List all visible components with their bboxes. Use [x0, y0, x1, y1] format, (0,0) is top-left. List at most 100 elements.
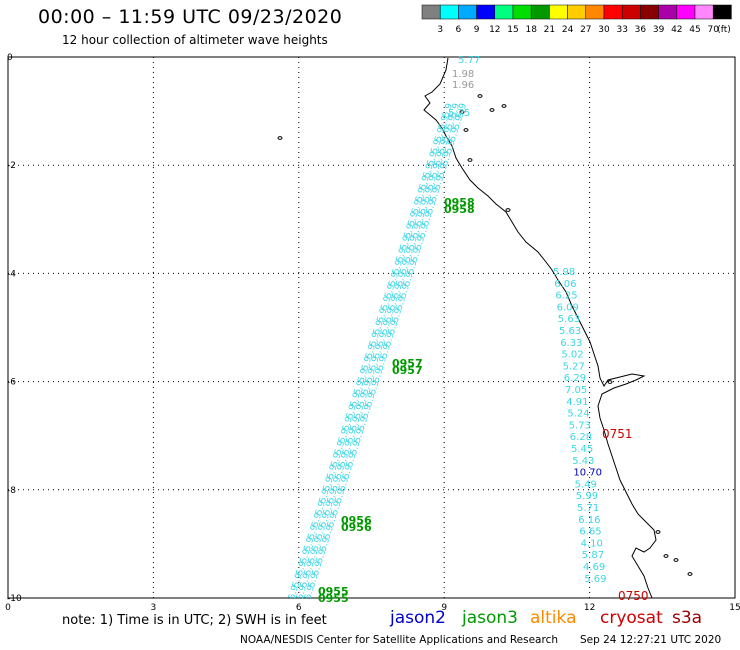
- coastal-track-value: 7.05: [565, 385, 587, 396]
- track-glyph: 5.9: [314, 500, 328, 517]
- footer-org: NOAA/NESDIS Center for Satellite Applica…: [240, 634, 558, 646]
- track-glyph: 5.9: [330, 500, 344, 517]
- color-scale-label: 6: [456, 25, 462, 35]
- x-tick-label: 15: [729, 603, 740, 613]
- track-glyph: 5.9: [440, 150, 454, 167]
- track-glyph: 5.9: [379, 319, 393, 336]
- track-glyph: 5.9: [418, 174, 432, 191]
- track-glyph: 5.9: [299, 548, 313, 565]
- satellite-legend-s3a: s3a: [672, 608, 703, 628]
- coastal-track-value: 5.71: [577, 503, 599, 514]
- track-glyph: 5.9: [345, 451, 359, 468]
- x-tick-label: 6: [296, 603, 302, 613]
- track-glyph: 5.9: [380, 295, 394, 312]
- coastal-track-value: 4.91: [566, 397, 588, 408]
- legend-note: note: 1) Time is in UTC; 2) SWH is in fe…: [62, 613, 327, 628]
- island-outline: [607, 380, 613, 384]
- track-glyph: 5.9: [414, 235, 428, 252]
- track-glyph: 5.9: [326, 512, 340, 529]
- track-glyph: 5.9: [319, 536, 333, 553]
- track-glyph: 5.9: [434, 126, 448, 143]
- track-glyph: 5.9: [341, 439, 355, 456]
- track-glyph: 5.9: [368, 331, 382, 348]
- color-scale-label: 36: [635, 25, 647, 35]
- track-glyph: 5.9: [311, 560, 325, 577]
- track-glyph: 5.9: [410, 247, 424, 264]
- track-glyph: 5.9: [307, 572, 321, 589]
- track-glyph: 5.9: [291, 572, 305, 589]
- island-outline: [467, 158, 473, 162]
- y-tick-label: -2: [7, 161, 16, 171]
- satellite-legend-jason2: jason2: [390, 608, 446, 628]
- track-glyph: 5.9: [295, 584, 309, 601]
- color-scale-label: 15: [507, 25, 518, 35]
- track-glyph: 5.9: [315, 548, 329, 565]
- track-glyph: 5.9: [349, 391, 363, 408]
- coastal-track-value: 5.43: [572, 456, 594, 467]
- coastal-track-value: 4.10: [581, 538, 603, 549]
- coastal-track-value: 5.87: [582, 550, 604, 561]
- coastal-track-value: 4.69: [583, 562, 605, 573]
- track-glyph: 5.9: [307, 548, 321, 565]
- color-scale-label: 70: [707, 25, 719, 35]
- track-glyph: 5.9: [307, 524, 321, 541]
- track-glyph: 5.9: [448, 126, 462, 143]
- track-glyph: 5.9: [338, 476, 352, 493]
- color-scale-unit: (ft): [717, 25, 731, 35]
- track-glyph: 5.9: [421, 210, 435, 227]
- track-glyph: 5.9: [310, 512, 324, 529]
- track-glyph: 5.9: [360, 379, 374, 396]
- coastal-track-value: 5.73: [569, 420, 591, 431]
- track-glyph: 5.9: [364, 391, 378, 408]
- x-tick-label: 3: [151, 603, 157, 613]
- color-scale-bar: 3 6 9 12 15 18 21 24 27 30 33 36 39 42 45 70(ft): [421, 4, 732, 35]
- track-glyph: 5.9: [357, 391, 371, 408]
- track-glyph: 5.9: [326, 488, 340, 505]
- track-glyph: 5.9: [357, 415, 371, 432]
- map-axes: 0 3 6 9 12 15 0 -2 -4 -6 -8 -10: [5, 53, 740, 613]
- track-glyph: 5.9: [437, 138, 451, 155]
- color-scale-label: 33: [616, 25, 627, 35]
- track-glyph: 5.9: [360, 355, 374, 372]
- track-glyph: 5.9: [318, 512, 332, 529]
- x-tick-label: 0: [5, 603, 11, 613]
- track-glyph: 5.9: [372, 367, 386, 384]
- time-label-cryosat: 0750: [618, 589, 649, 603]
- time-label-cryosat: 0751: [602, 427, 633, 441]
- map-labels: 5.771.981.965.755.986.066.256.095.635.63…: [318, 55, 649, 605]
- track-glyph: 5.9: [441, 126, 455, 143]
- track-glyph: 5.9: [407, 210, 421, 227]
- track-glyph: 5.9: [406, 259, 420, 276]
- track-glyph: 5.9: [364, 367, 378, 384]
- track-glyph: 5.9: [326, 464, 340, 481]
- track-glyph: 5.9: [337, 451, 351, 468]
- y-tick-label: -4: [7, 269, 16, 279]
- track-glyph: 5.9: [455, 102, 469, 119]
- island-outline: [459, 110, 465, 114]
- coastal-track-value: 6.06: [554, 279, 576, 290]
- color-scale-label: 39: [653, 25, 665, 35]
- track-glyph: 5.9: [414, 210, 428, 227]
- track-glyph: 5.9: [341, 464, 355, 481]
- track-glyph: 5.9: [387, 295, 401, 312]
- track-glyph: 5.9: [399, 259, 413, 276]
- track-glyph: 5.9: [334, 439, 348, 456]
- track-glyph: 5.9: [411, 198, 425, 215]
- track-glyph: 5.9: [334, 464, 348, 481]
- coastal-track-value: 6.29: [564, 373, 586, 384]
- track-glyph: 5.9: [368, 379, 382, 396]
- color-swatch: [712, 4, 732, 20]
- coastal-track-value: 5.99: [576, 491, 598, 502]
- coastal-track-value: 6.09: [557, 302, 579, 313]
- satellite-legend-altika: altika: [530, 608, 577, 628]
- track-glyph: 5.9: [425, 174, 439, 191]
- time-label-jason3: 0955: [318, 592, 349, 605]
- track-glyph: 5.9: [441, 102, 455, 119]
- track-glyph: 5.9: [303, 584, 317, 601]
- time-label-jason3: 0955: [318, 585, 349, 598]
- track-glyph: 5.9: [376, 307, 390, 324]
- track-glyph: 5.9: [430, 138, 444, 155]
- track-glyph: 5.9: [299, 572, 313, 589]
- track-glyph: 5.9: [353, 427, 367, 444]
